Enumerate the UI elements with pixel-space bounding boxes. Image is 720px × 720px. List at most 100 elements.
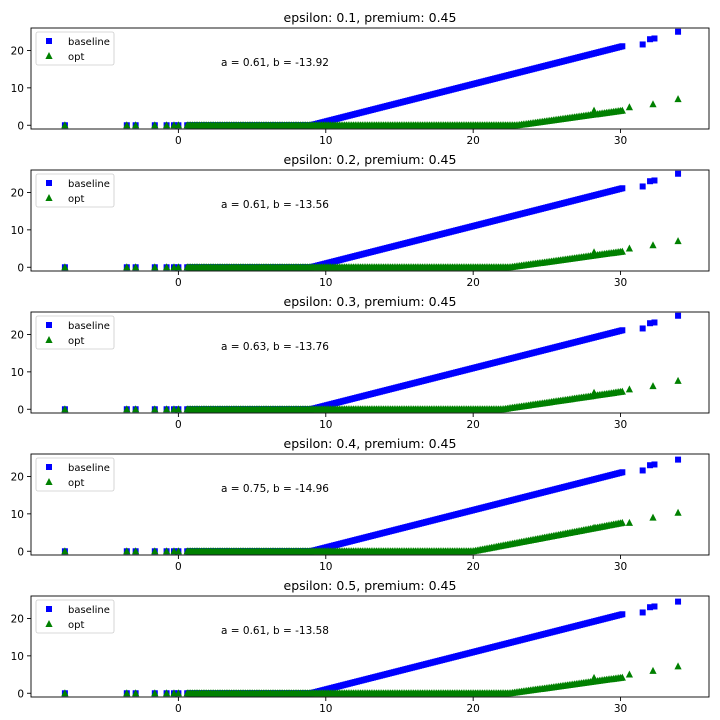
opt-point xyxy=(163,547,171,555)
legend-triangle-icon xyxy=(45,194,53,201)
axes-frame xyxy=(30,453,710,556)
opt-point xyxy=(618,387,626,395)
legend: baseline opt xyxy=(35,599,115,634)
y-tick-label: 0 xyxy=(17,404,24,416)
baseline-point xyxy=(619,611,626,618)
fit-annotation: a = 0.61, b = -13.92 xyxy=(221,57,329,69)
opt-point xyxy=(174,547,182,555)
opt-point xyxy=(163,405,171,413)
legend-triangle-icon xyxy=(45,336,53,343)
y-tick-label: 10 xyxy=(11,651,24,663)
legend: baseline opt xyxy=(35,31,115,66)
legend-box xyxy=(35,31,115,66)
baseline-point xyxy=(639,183,646,190)
opt-point xyxy=(123,689,131,697)
subplot-2: epsilon: 0.2, premium: 0.45 0 10 20 30 0 10 20 a… xyxy=(11,152,710,289)
opt-point xyxy=(649,382,657,390)
legend-label: baseline xyxy=(68,179,110,190)
opt-point xyxy=(618,247,626,255)
opt-point xyxy=(618,673,626,681)
x-tick-label: 30 xyxy=(614,135,627,147)
series-opt xyxy=(61,508,682,555)
x-tick-label: 20 xyxy=(466,135,479,147)
baseline-point xyxy=(675,456,682,463)
x-tick-label: 10 xyxy=(319,419,332,431)
opt-point xyxy=(151,405,159,413)
legend-label: baseline xyxy=(68,605,110,616)
baseline-point xyxy=(619,43,626,50)
legend-box xyxy=(35,457,115,492)
subplot-title: epsilon: 0.4, premium: 0.45 xyxy=(284,436,457,451)
baseline-point xyxy=(619,327,626,334)
opt-point xyxy=(674,95,682,103)
opt-point xyxy=(61,121,69,129)
opt-point xyxy=(625,670,634,678)
legend-label: opt xyxy=(68,52,84,63)
legend-square-icon xyxy=(46,38,52,44)
legend-label: baseline xyxy=(68,463,110,474)
axes-frame xyxy=(30,311,710,414)
baseline-point xyxy=(647,36,654,43)
subplot-4: epsilon: 0.4, premium: 0.45 0 10 20 30 0 10 20 a… xyxy=(11,436,710,573)
opt-point xyxy=(625,244,634,252)
series-baseline xyxy=(61,456,682,555)
y-tick-label: 10 xyxy=(11,367,24,379)
x-tick-label: 10 xyxy=(319,703,332,715)
baseline-point xyxy=(647,604,654,611)
series-opt xyxy=(61,95,682,129)
legend-square-icon xyxy=(46,464,52,470)
opt-point xyxy=(61,689,69,697)
y-tick-label: 20 xyxy=(11,471,24,483)
y-tick-label: 10 xyxy=(11,225,24,237)
subplot-3: epsilon: 0.3, premium: 0.45 0 10 20 30 0 10 20 a… xyxy=(11,294,710,431)
opt-point xyxy=(132,689,140,697)
axes-frame xyxy=(30,595,710,698)
legend-triangle-icon xyxy=(45,620,53,627)
y-tick-label: 0 xyxy=(17,120,24,132)
x-tick-label: 10 xyxy=(319,135,332,147)
fit-annotation: a = 0.75, b = -14.96 xyxy=(221,483,329,495)
opt-point xyxy=(163,121,171,129)
x-tick-label: 20 xyxy=(466,277,479,289)
baseline-point xyxy=(619,185,626,192)
baseline-point xyxy=(647,320,654,327)
baseline-point xyxy=(675,598,682,605)
opt-point xyxy=(132,547,140,555)
fit-annotation: a = 0.61, b = -13.56 xyxy=(221,199,329,211)
series-opt xyxy=(61,237,682,271)
opt-point xyxy=(123,263,131,271)
x-tick-label: 30 xyxy=(614,419,627,431)
opt-point xyxy=(151,689,159,697)
legend-triangle-icon xyxy=(45,478,53,485)
legend-box xyxy=(35,315,115,350)
baseline-point xyxy=(619,469,626,476)
opt-point xyxy=(625,385,634,393)
legend-label: baseline xyxy=(68,321,110,332)
subplot-title: epsilon: 0.3, premium: 0.45 xyxy=(284,294,457,309)
baseline-point xyxy=(647,462,654,469)
legend-square-icon xyxy=(46,180,52,186)
opt-point xyxy=(618,518,626,526)
y-tick-label: 20 xyxy=(11,613,24,625)
baseline-point xyxy=(651,35,658,42)
opt-point xyxy=(174,121,182,129)
baseline-point xyxy=(675,312,682,319)
opt-point xyxy=(649,513,657,521)
baseline-point xyxy=(651,603,658,610)
y-tick-label: 20 xyxy=(11,187,24,199)
series-opt xyxy=(61,376,682,413)
fit-annotation: a = 0.61, b = -13.58 xyxy=(221,625,329,637)
x-tick-label: 0 xyxy=(175,419,182,431)
y-tick-label: 0 xyxy=(17,262,24,274)
opt-point xyxy=(618,106,626,114)
legend-triangle-icon xyxy=(45,52,53,59)
baseline-point xyxy=(675,28,682,35)
opt-point xyxy=(649,241,657,249)
legend-label: opt xyxy=(68,336,84,347)
opt-point xyxy=(649,100,657,108)
y-tick-label: 20 xyxy=(11,45,24,57)
opt-point xyxy=(163,263,171,271)
x-tick-label: 30 xyxy=(614,277,627,289)
baseline-point xyxy=(651,319,658,326)
baseline-point xyxy=(675,170,682,177)
